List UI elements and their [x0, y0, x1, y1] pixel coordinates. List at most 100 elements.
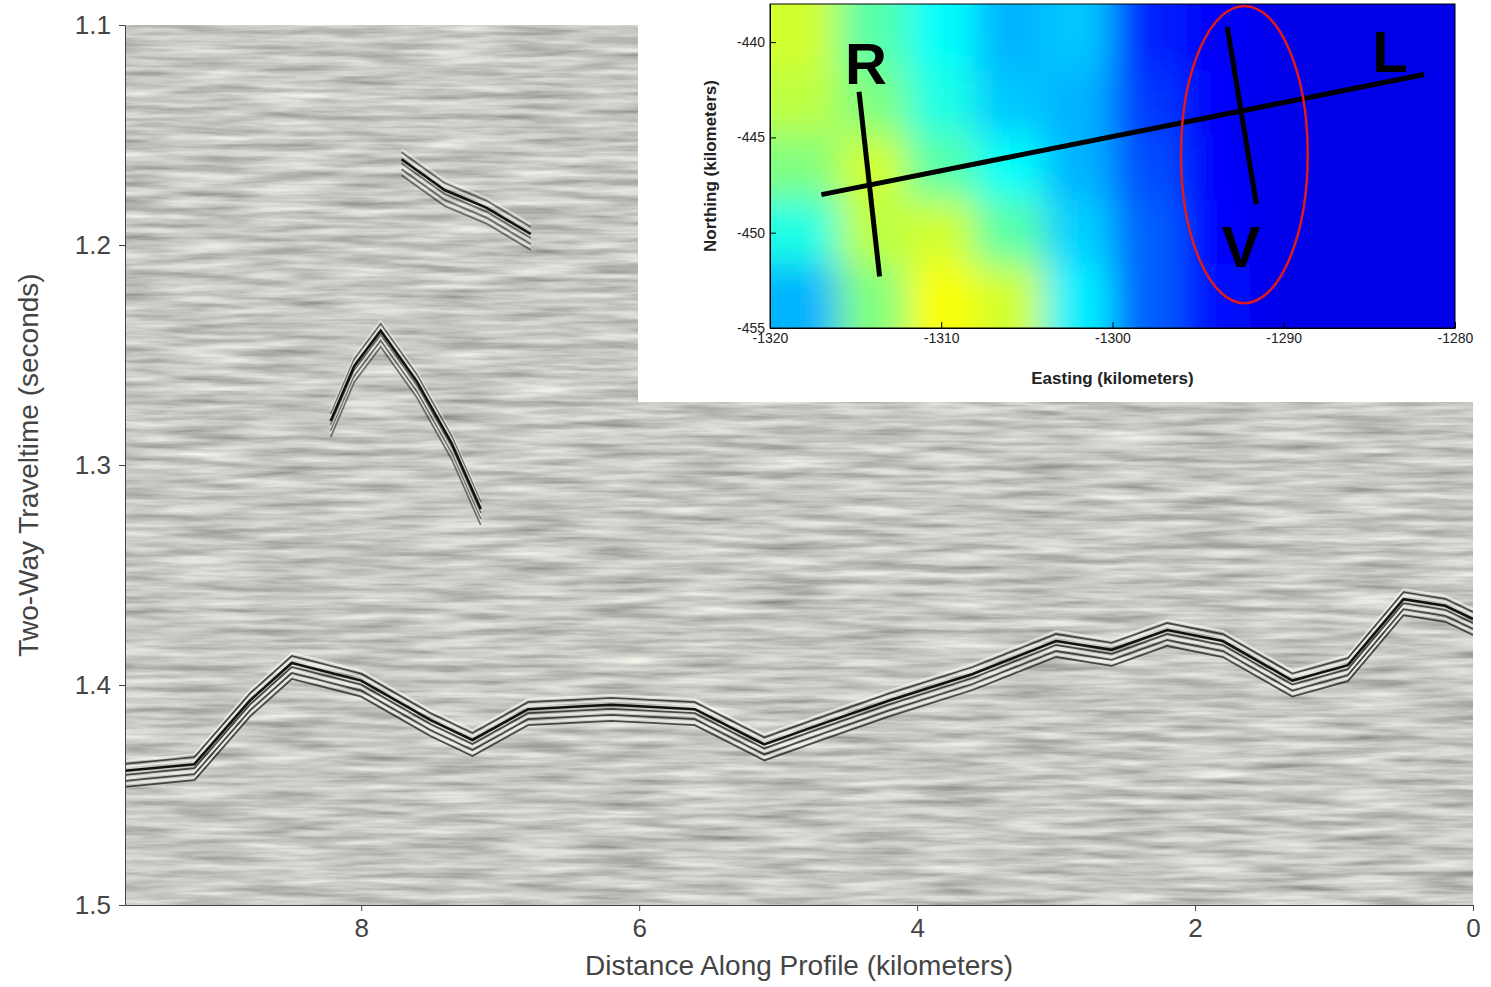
heatmap-cell: [1318, 198, 1388, 264]
x-axis-line: [126, 905, 1474, 906]
inset-x-tick-mark: [1284, 322, 1285, 328]
y-tick: 1.4: [75, 670, 125, 700]
heatmap-cell: [907, 4, 977, 70]
heatmap-cell: [770, 263, 840, 328]
heatmap-cell: [1113, 134, 1183, 200]
inset-y-tick-label: -455: [737, 320, 765, 336]
heatmap-cell: [1181, 134, 1251, 200]
x-tick-label: 0: [1466, 913, 1480, 943]
heatmap-cell: [1318, 134, 1388, 200]
x-tick-mark: [917, 905, 918, 911]
heatmap-cell: [1387, 263, 1456, 328]
heatmap-cell: [976, 69, 1046, 135]
seismic-texture: [125, 25, 1473, 905]
plot-marks: [125, 149, 1473, 787]
inset-y-axis: -455 -450 -445 -440: [737, 5, 776, 336]
y-tick: 1.3: [75, 450, 125, 480]
y-tick-label: 1.5: [75, 890, 111, 920]
reflector-line: [125, 599, 1473, 771]
x-tick: 4: [910, 905, 924, 943]
line-label: V: [1222, 214, 1261, 279]
heatmap-cell: [770, 4, 840, 70]
heatmap-cell: [1318, 263, 1388, 328]
inset-y-tick: -455: [737, 320, 776, 336]
heatmap: [770, 4, 1455, 328]
inset-y-axis-title: Northing (kilometers): [701, 80, 720, 252]
inset-y-tick: -445: [737, 129, 776, 145]
y-tick: 1.5: [75, 890, 125, 920]
y-tick-mark: [119, 685, 125, 686]
x-tick-mark: [639, 905, 640, 911]
inset-x-axis: -1320-1310-1300-1290-1280: [753, 322, 1474, 346]
inset-x-tick-mark: [941, 322, 942, 328]
heatmap-cell: [976, 263, 1046, 328]
heatmap-cell: [1113, 198, 1183, 264]
heatmap-area: [770, 4, 1455, 328]
x-axis: 8 6 4 2 0: [126, 905, 1481, 943]
inset-y-tick-label: -440: [737, 34, 765, 50]
heatmap-cell: [770, 198, 840, 264]
y-tick-mark: [119, 905, 125, 906]
reflector-band: [331, 169, 531, 519]
heatmap-cell: [907, 69, 977, 135]
y-tick-label: 1.1: [75, 10, 111, 40]
inset-y-tick-mark: [770, 233, 776, 234]
inset-y-tick: -450: [737, 225, 776, 241]
x-tick: 2: [1188, 905, 1202, 943]
y-tick-mark: [119, 245, 125, 246]
heatmap-cell: [907, 263, 977, 328]
reflector-band: [125, 603, 1473, 775]
inset-x-axis-line: [771, 328, 1456, 329]
x-tick-label: 6: [632, 913, 646, 943]
inset-x-axis-title: Easting (kilometers): [1031, 369, 1194, 388]
map-lines: [821, 6, 1424, 303]
x-axis-title: Distance Along Profile (kilometers): [585, 950, 1013, 981]
inset-x-tick-label: -1300: [1095, 330, 1131, 346]
heatmap-cell: [1387, 198, 1456, 264]
reflector-band: [331, 175, 531, 525]
reflector-band: [125, 612, 1473, 784]
inset-x-tick: -1290: [1266, 322, 1302, 346]
survey-line: [821, 75, 1424, 195]
heatmap-cell: [1044, 69, 1114, 135]
inset-y-tick-mark: [770, 137, 776, 138]
y-tick: 1.2: [75, 230, 125, 260]
heatmap-cell: [770, 134, 840, 200]
inset-y-tick: -440: [737, 34, 776, 50]
inset-x-tick: -1300: [1095, 322, 1131, 346]
y-tick-mark: [119, 25, 125, 26]
inset-x-tick: -1310: [924, 322, 960, 346]
heatmap-cell: [907, 198, 977, 264]
heatmap-cell: [1044, 4, 1114, 70]
inset-y-tick-label: -450: [737, 225, 765, 241]
highlight-ellipse: [1181, 6, 1308, 303]
inset-x-tick-label: -1310: [924, 330, 960, 346]
heatmap-cell: [1044, 263, 1114, 328]
x-tick-mark: [1473, 905, 1474, 911]
figure: 8 6 4 2 0 1.1 1.2 1.3 1.4 1.5 Distance Along Profi…: [0, 0, 1491, 987]
reflector-band: [331, 149, 531, 499]
y-axis: 1.1 1.2 1.3 1.4 1.5: [75, 10, 126, 920]
x-tick-label: 2: [1188, 913, 1202, 943]
inset-y-tick-mark: [770, 328, 776, 329]
x-tick-mark: [1195, 905, 1196, 911]
inset-y-tick-label: -445: [737, 129, 765, 145]
heatmap-cell: [976, 198, 1046, 264]
line-label: L: [1372, 19, 1407, 84]
inset-x-tick-label: -1290: [1266, 330, 1302, 346]
x-tick: 8: [355, 905, 369, 943]
y-axis-line: [125, 26, 126, 906]
heatmap-cell: [976, 134, 1046, 200]
inset-x-tick-label: -1280: [1438, 330, 1474, 346]
x-tick: 6: [632, 905, 646, 943]
y-tick-label: 1.3: [75, 450, 111, 480]
reflector-band: [125, 606, 1473, 778]
y-axis-title: Two-Way Traveltime (seconds): [13, 273, 44, 656]
inset-frame: [770, 4, 1455, 328]
survey-line: [1227, 27, 1256, 204]
heatmap-cell: [770, 69, 840, 135]
inset-x-tick: -1280: [1438, 322, 1474, 346]
x-tick: 0: [1466, 905, 1480, 943]
inset-x-tick-mark: [1455, 322, 1456, 328]
x-tick-mark: [361, 905, 362, 911]
